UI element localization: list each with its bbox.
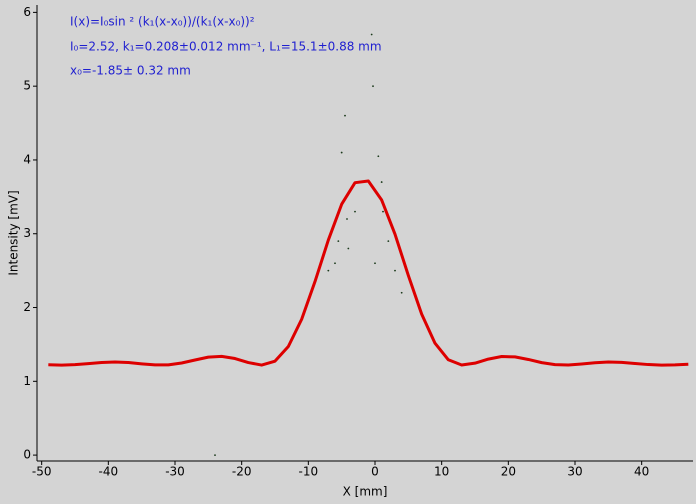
fit-line [48, 179, 689, 367]
y-tick-label: 0 [23, 448, 31, 462]
data-point [400, 291, 403, 294]
x-tick-label: -20 [232, 465, 252, 479]
data-point [340, 151, 343, 154]
x-tick-label: -30 [165, 465, 185, 479]
data-point [347, 247, 350, 250]
y-tick-label: 3 [23, 226, 31, 240]
x-tick-label: 40 [634, 465, 649, 479]
annotation: I(x)=I₀sin ² (k₁(x-x₀))/(k₁(x-x₀))² [70, 15, 255, 29]
annotation: x₀=-1.85± 0.32 mm [70, 64, 191, 78]
data-point [380, 181, 383, 183]
y-tick-label: 6 [23, 5, 31, 19]
data-point [337, 240, 340, 243]
x-tick-label: -40 [99, 465, 119, 479]
data-point [372, 85, 374, 88]
y-tick-label: 5 [23, 79, 31, 93]
x-tick-label: 30 [567, 465, 582, 479]
x-tick-label: 0 [371, 465, 379, 479]
data-point [346, 218, 348, 220]
x-tick-label: -10 [299, 465, 319, 479]
data-point [334, 262, 336, 265]
data-point [387, 240, 390, 243]
data-point [382, 210, 384, 213]
y-axis-label: Intensity [mV] [7, 190, 21, 275]
data-point [370, 33, 373, 36]
data-point [354, 210, 356, 213]
data-point [374, 262, 376, 265]
annotation: I₀=2.52, k₁=0.208±0.012 mm⁻¹, L₁=15.1±0.… [70, 40, 382, 54]
y-tick-label: 1 [23, 374, 31, 388]
data-point [214, 454, 216, 456]
data-point [344, 114, 346, 117]
data-point [327, 269, 330, 272]
x-tick-label: 20 [501, 465, 516, 479]
x-tick-label: -50 [32, 465, 52, 479]
y-tick-label: 2 [23, 300, 31, 314]
data-point [394, 269, 396, 272]
x-tick-label: 10 [434, 465, 449, 479]
data-point [377, 155, 380, 158]
x-axis-label: X [mm] [343, 485, 388, 499]
y-tick-label: 4 [23, 152, 31, 166]
